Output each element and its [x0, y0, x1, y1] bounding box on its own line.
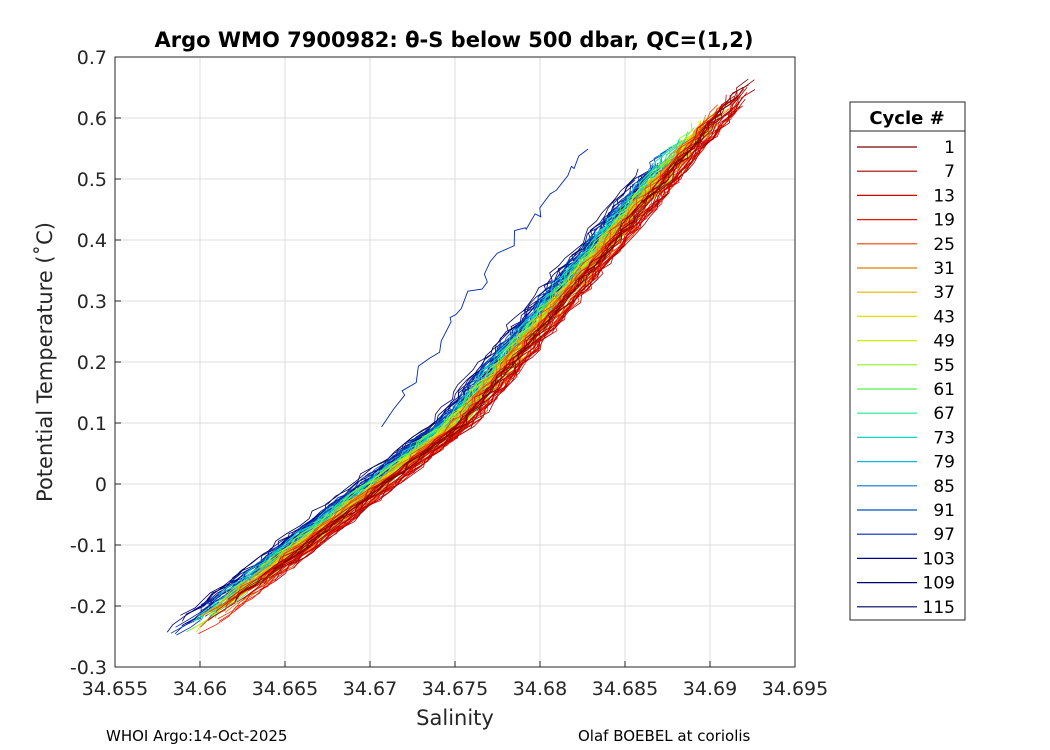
- legend-label: 67: [933, 404, 955, 424]
- x-tick-label: 34.67: [343, 678, 397, 700]
- legend-label: 97: [933, 525, 955, 545]
- x-tick-label: 34.655: [82, 678, 148, 700]
- x-tick-label: 34.685: [592, 678, 658, 700]
- profile-line: [244, 86, 744, 591]
- legend-label: 61: [933, 380, 955, 400]
- y-tick-label: 0.2: [77, 352, 107, 374]
- legend-label: 91: [933, 501, 955, 521]
- y-tick-label: 0: [95, 474, 107, 496]
- legend-label: 7: [944, 162, 955, 182]
- profile-line: [166, 179, 636, 633]
- profile-line: [236, 86, 748, 603]
- legend-label: 13: [933, 186, 955, 206]
- profile-line: [181, 173, 650, 626]
- legend-label: 37: [933, 283, 955, 303]
- y-tick-label: 0.5: [77, 169, 107, 191]
- legend-label: 103: [923, 549, 955, 569]
- profile-line: [293, 99, 746, 569]
- legend-label: 31: [933, 259, 955, 279]
- x-tick-label: 34.68: [513, 678, 567, 700]
- legend-label: 79: [933, 453, 955, 473]
- legend-label: 55: [933, 356, 955, 376]
- profile-line: [226, 153, 672, 589]
- profile-line: [253, 146, 673, 573]
- footer-credit: Olaf BOEBEL at coriolis: [578, 727, 751, 745]
- y-tick-label: 0.1: [77, 413, 107, 435]
- profile-line: [199, 176, 643, 608]
- x-tick-label: 34.665: [252, 678, 318, 700]
- profile-line: [198, 173, 647, 609]
- x-tick-label: 34.66: [173, 678, 227, 700]
- y-tick-label: 0.4: [77, 230, 107, 252]
- x-tick-label: 34.675: [422, 678, 488, 700]
- y-tick-label: -0.1: [70, 535, 107, 557]
- legend: Cycle # 1 7 13 19 25 31 37 43 49 55 61 67 73 79 85 91 97…: [849, 101, 966, 621]
- legend-label: 25: [933, 235, 955, 255]
- y-tick-label: -0.2: [70, 596, 107, 618]
- y-axis-label: Potential Temperature (˚C): [33, 222, 57, 502]
- legend-label: 1: [944, 138, 955, 158]
- profile-line: [207, 169, 651, 605]
- profile-line: [186, 142, 690, 633]
- profile-line: [218, 140, 680, 595]
- legend-label: 73: [933, 428, 955, 448]
- profile-line: [256, 144, 681, 579]
- legend-items: 1 7 13 19 25 31 37 43 49 55 61 67 73 79 85 91 97 103 109 11…: [857, 138, 955, 618]
- profile-line: [192, 131, 689, 623]
- profile-line: [194, 145, 687, 622]
- profile-line: [237, 121, 701, 588]
- profile-line: [170, 174, 653, 634]
- y-tick-label: -0.3: [70, 657, 107, 679]
- legend-title: Cycle #: [869, 108, 944, 129]
- profile-line: [180, 168, 639, 616]
- legend-label: 85: [933, 477, 955, 497]
- y-tick-label: 0.3: [77, 291, 107, 313]
- legend-label: 43: [933, 307, 955, 327]
- profile-line: [235, 78, 749, 602]
- legend-label: 115: [923, 598, 955, 618]
- profile-line: [206, 185, 631, 603]
- y-tick-label: 0.7: [77, 47, 107, 69]
- chart-title: Argo WMO 7900982: θ-S below 500 dbar, QC…: [155, 28, 754, 52]
- profile-line: [258, 104, 718, 578]
- legend-label: 109: [923, 574, 955, 594]
- profile-line: [231, 153, 667, 590]
- profile-line: [230, 165, 654, 590]
- x-tick-label: 34.69: [683, 678, 737, 700]
- x-axis-ticks: 34.655 34.66 34.665 34.67 34.675 34.68 34.685 3…: [82, 661, 828, 700]
- x-axis-label: Salinity: [416, 706, 494, 730]
- profile-line: [185, 170, 649, 616]
- profile-line: [194, 178, 646, 619]
- y-tick-label: 0.6: [77, 108, 107, 130]
- profile-line: [174, 162, 658, 635]
- profile-line: [259, 150, 667, 567]
- profile-line: [268, 79, 755, 579]
- legend-label: 19: [933, 211, 955, 231]
- profile-line: [381, 148, 589, 428]
- profile-line: [209, 113, 716, 612]
- profile-line: [202, 154, 663, 608]
- x-tick-label: 34.695: [762, 678, 828, 700]
- profile-line: [272, 84, 749, 570]
- profile-line: [175, 169, 654, 628]
- profile-line: [181, 183, 635, 622]
- profile-lines: [166, 78, 756, 636]
- footer-source: WHOI Argo:14-Oct-2025: [106, 727, 288, 745]
- profile-line: [184, 165, 658, 625]
- profile-line: [227, 94, 727, 600]
- y-axis-ticks: 0.7 0.6 0.5 0.4 0.3 0.2 0.1 0 -0.1 -0.2 -0.3: [70, 47, 121, 679]
- legend-label: 49: [933, 332, 955, 352]
